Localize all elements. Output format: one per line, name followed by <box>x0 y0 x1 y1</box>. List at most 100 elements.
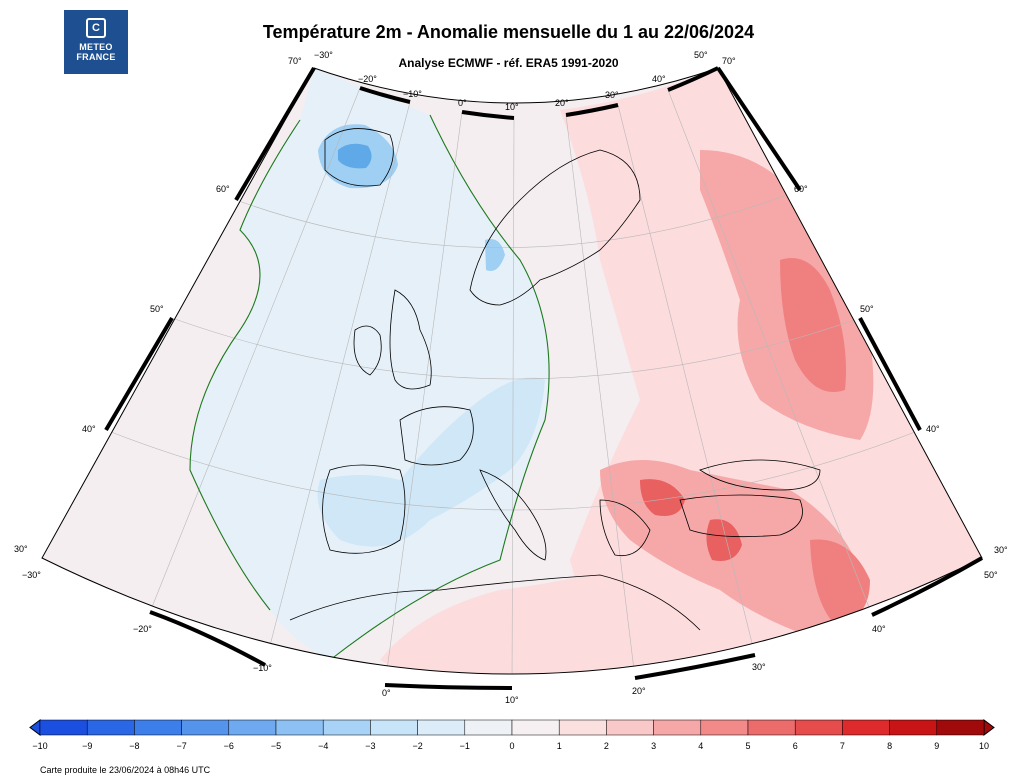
colorbar-swatch <box>700 719 749 736</box>
top-lon-label-4: 20° <box>555 98 569 108</box>
graticule-lon-30 <box>617 104 756 656</box>
colorbar-arrow-cold <box>29 719 41 736</box>
warm-core-levant <box>810 539 870 625</box>
bottom-lon-label-6: 40° <box>872 624 886 634</box>
corner-bottom-right-lat: 30° <box>994 545 1008 555</box>
top-lon-label-0: −20° <box>358 74 377 84</box>
coast-north-africa <box>289 574 701 631</box>
colorbar-swatch <box>889 719 938 736</box>
colorbar-swatch <box>747 719 796 736</box>
top-lon-label-1: −10° <box>403 89 422 99</box>
frame-tick-top-2 <box>461 110 515 120</box>
production-note: Carte produite le 23/06/2024 à 08h46 UTC <box>40 765 211 775</box>
graticule-lat-50 <box>171 317 861 380</box>
colorbar-tick-label: −6 <box>224 741 234 751</box>
top-lon-label-5: 30° <box>605 90 619 100</box>
colorbar-tick-label: 10 <box>979 741 989 751</box>
colorbar-tick-label: 8 <box>887 741 892 751</box>
colorbar-swatch <box>558 719 607 736</box>
graticule-lon-0 <box>384 111 463 674</box>
coast-greece <box>599 499 651 557</box>
colorbar-tick-label: −1 <box>460 741 470 751</box>
colorbar-tick-label: −4 <box>318 741 328 751</box>
bottom-lon-label-2: 0° <box>382 688 391 698</box>
frame-tick-top-1 <box>359 86 411 104</box>
graticule-lon-m20 <box>149 87 361 613</box>
corner-top-left-lat: 70° <box>288 56 302 66</box>
warm-core-turkey <box>706 519 742 561</box>
frame-tick-bottom-4 <box>871 556 983 617</box>
bottom-lon-label-1: −10° <box>253 663 272 673</box>
coast-ireland <box>353 325 382 376</box>
colorbar-tick-label: 0 <box>509 741 514 751</box>
colorbar-swatch <box>511 719 560 736</box>
colorbar-swatch <box>39 719 88 736</box>
zero-anomaly-contour <box>189 114 550 661</box>
frame-tick-left-1 <box>234 66 316 202</box>
graticule-lon-40 <box>667 89 873 616</box>
right-latitude-labels: 60° 50° 40° <box>794 184 940 434</box>
colorbar-tick-label: −7 <box>176 741 186 751</box>
map-subtitle: Analyse ECMWF - réf. ERA5 1991-2020 <box>398 56 619 70</box>
top-lon-label-3: 10° <box>505 102 519 112</box>
logo-line1: METEO <box>79 42 113 52</box>
coast-iberia <box>322 464 406 554</box>
left-lat-label-1: 50° <box>150 304 164 314</box>
cold-core-iceland <box>338 143 372 169</box>
bottom-lon-label-0: −20° <box>133 624 152 634</box>
frame-tick-left-2 <box>104 316 174 432</box>
colorbar-swatch <box>653 719 702 736</box>
corner-bottom-left-lon: −30° <box>22 570 41 580</box>
colorbar-swatch <box>842 719 890 736</box>
right-lat-label-1: 50° <box>860 304 874 314</box>
frame-tick-bottom-1 <box>149 610 266 667</box>
corner-top-right-lat: 70° <box>722 56 736 66</box>
frame-tick-bottom-2 <box>384 683 513 690</box>
colorbar-swatch <box>936 719 985 736</box>
colorbar-tick-label: 6 <box>793 741 798 751</box>
frame-tick-top-4 <box>667 66 719 92</box>
colorbar-swatch <box>370 719 418 736</box>
colorbar-tick-label: 2 <box>604 741 609 751</box>
colorbar-swatch <box>464 719 513 736</box>
cold-anomaly-iberia <box>317 377 545 547</box>
top-longitude-labels: −20° −10° 0° 10° 20° 30° 40° <box>358 74 666 112</box>
map-frame-ticks <box>104 66 983 690</box>
graticule-lon-20 <box>565 114 636 674</box>
bottom-longitude-labels: −20° −10° 0° 10° 20° 30° 40° <box>133 624 886 705</box>
meteo-france-logo-icon: C <box>86 18 106 38</box>
graticule-lon-m10 <box>264 101 411 666</box>
corner-bottom-left-lat: 30° <box>14 544 28 554</box>
colorbar-swatch <box>134 719 182 736</box>
map-title: Température 2m - Anomalie mensuelle du 1… <box>262 22 755 42</box>
colorbar-tick-label: −8 <box>129 741 139 751</box>
left-lat-label-2: 40° <box>82 424 96 434</box>
map-frame <box>41 67 983 675</box>
frame-tick-bottom-3 <box>634 653 756 680</box>
corner-top-left-lon: −30° <box>314 50 333 60</box>
cold-anomaly-zone <box>190 68 550 660</box>
corner-bottom-right-lon: 50° <box>984 570 998 580</box>
frame-tick-right-2 <box>858 317 922 431</box>
bottom-lon-label-5: 30° <box>752 662 766 672</box>
colorbar-tick-label: 7 <box>840 741 845 751</box>
zero-contour-west <box>189 119 301 611</box>
logo-line2: FRANCE <box>76 52 116 62</box>
coast-black-sea <box>699 459 821 491</box>
colorbar-swatch <box>794 719 843 736</box>
frame-tick-right-1 <box>716 66 802 192</box>
colorbar-tick-label: 1 <box>557 741 562 751</box>
colorbar-swatch <box>322 719 371 736</box>
colorbar-tick-label: 3 <box>651 741 656 751</box>
bottom-lon-label-3: 10° <box>505 695 519 705</box>
left-lat-label-0: 60° <box>216 184 230 194</box>
left-latitude-labels: 60° 50° 40° <box>82 184 230 434</box>
colorbar-tick-label: −9 <box>82 741 92 751</box>
corner-top-right-lon: 50° <box>694 50 708 60</box>
bottom-lon-label-4: 20° <box>632 686 646 696</box>
meteo-france-logo: C METEO FRANCE <box>64 10 128 74</box>
colorbar-swatch <box>181 719 230 736</box>
colorbar-swatch <box>275 719 324 736</box>
